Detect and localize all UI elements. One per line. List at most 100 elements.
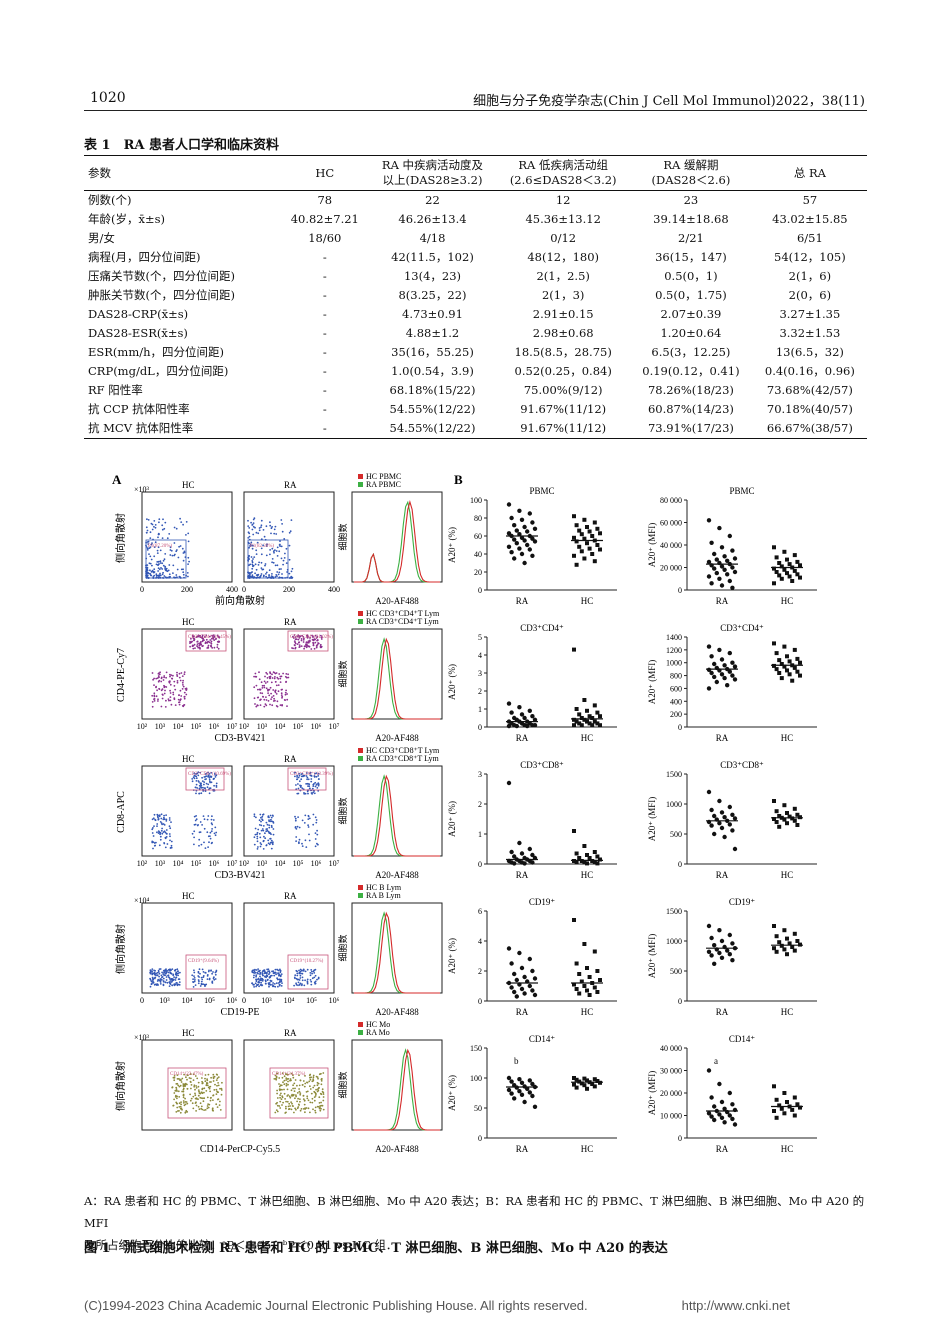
flow-event-dot	[294, 819, 297, 822]
table-cell: 42(11.5，102)	[391, 250, 474, 264]
scatter-point-ra	[527, 1090, 532, 1095]
table-row: DAS28-ESR(x̄±s) -4.88±1.2 2.98±0.68 1.20±0.…	[84, 324, 867, 343]
flow-event-dot	[201, 780, 204, 782]
flow-event-dot	[163, 824, 166, 826]
flow-event-dot	[268, 694, 271, 697]
flow-event-dot	[247, 537, 250, 539]
scatter-point-ra	[717, 647, 722, 653]
flow-event-dot	[313, 976, 316, 979]
flow-event-dot	[191, 778, 194, 780]
legend-swatch-hc	[358, 885, 363, 890]
flow-event-dot	[279, 971, 282, 974]
scatter-point-hc	[574, 719, 579, 724]
flow-event-dot	[307, 826, 310, 828]
flow-event-dot	[174, 979, 177, 981]
flow-event-dot	[197, 975, 200, 977]
flow-event-dot	[288, 1102, 291, 1105]
cnki-link[interactable]: http://www.cnki.net	[681, 1298, 790, 1313]
flow-event-dot	[271, 696, 273, 699]
flow-event-dot	[169, 827, 172, 830]
scatter-point-hc	[777, 940, 782, 945]
flow-event-dot	[294, 642, 297, 645]
flow-event-dot	[294, 1107, 296, 1110]
flow-event-dot	[209, 831, 212, 834]
flow-event-dot	[199, 786, 202, 788]
flow-event-dot	[157, 567, 160, 570]
flow-event-dot	[262, 544, 264, 547]
table-cell: -	[322, 345, 327, 359]
flow-event-dot	[306, 776, 309, 779]
flow-event-dot	[208, 1087, 211, 1090]
scatter-point-hc	[774, 1097, 779, 1102]
flow-event-dot	[170, 703, 173, 706]
flow-event-dot	[251, 547, 254, 550]
flow-xaxis-label: CD3-BV421	[214, 733, 265, 744]
flow-event-dot	[295, 1095, 297, 1098]
flow-event-dot	[298, 774, 301, 777]
flow-event-dot	[315, 1088, 317, 1091]
flow-xtick: 0	[242, 996, 246, 1005]
flow-event-dot	[276, 1101, 278, 1104]
histogram-frame	[351, 491, 443, 583]
flow-event-dot	[267, 700, 270, 702]
flow-xtick: 10⁵	[293, 859, 304, 868]
flow-event-dot	[205, 782, 208, 785]
flow-event-dot	[201, 978, 204, 981]
scatter-point-ra	[509, 710, 514, 715]
flow-event-dot	[260, 547, 263, 550]
flow-event-dot	[256, 972, 259, 974]
flow-event-dot	[255, 816, 257, 819]
flow-event-dot	[312, 783, 315, 786]
flow-event-dot	[193, 637, 195, 640]
flow-event-dot	[180, 1081, 183, 1083]
flow-event-dot	[264, 564, 266, 567]
flow-event-dot	[261, 692, 264, 695]
flow-event-dot	[198, 642, 200, 645]
flow-event-dot	[158, 533, 160, 536]
flow-event-dot	[314, 816, 317, 819]
flow-event-dot	[263, 535, 266, 538]
flow-event-dot	[300, 639, 303, 642]
scatter-point-hc	[772, 545, 776, 550]
flow-event-dot	[215, 1093, 218, 1095]
scatter-point-hc	[587, 529, 592, 534]
scatter-point-hc	[585, 525, 589, 529]
scatter-point-hc	[582, 1083, 587, 1088]
flow-event-dot	[266, 681, 269, 683]
flow-event-dot	[169, 980, 172, 982]
flow-event-dot	[259, 845, 262, 848]
flow-event-dot	[296, 825, 299, 828]
flow-event-dot	[311, 970, 313, 973]
scatter-point-ra	[717, 1112, 722, 1117]
flow-event-dot	[173, 1092, 176, 1094]
flow-event-dot	[252, 576, 254, 578]
scatter-point-hc	[587, 714, 592, 719]
flow-event-dot	[308, 785, 311, 788]
flow-event-dot	[205, 1090, 208, 1092]
flow-gate	[247, 539, 289, 579]
flow-event-dot	[155, 573, 158, 576]
table-cell: -	[322, 326, 327, 340]
figure-note: A：RA 患者和 HC 的 PBMC、T 淋巴细胞、B 淋巴细胞、Mo 中 A2…	[84, 1190, 867, 1256]
flow-event-dot	[283, 1088, 285, 1091]
table-cell: -	[322, 402, 327, 416]
scatter-point-ra	[727, 1113, 732, 1118]
flow-event-dot	[163, 575, 166, 577]
scatter-point-ra	[725, 558, 730, 563]
flow-event-dot	[295, 977, 298, 980]
flow-event-dot	[170, 844, 173, 847]
scatter-point-ra	[727, 578, 732, 584]
scatter-point-hc	[582, 860, 587, 865]
flow-event-dot	[165, 820, 168, 822]
table-cell: 78	[317, 193, 333, 207]
scatter-point-hc	[792, 948, 797, 953]
flow-event-dot	[257, 828, 260, 831]
flow-event-dot	[248, 532, 251, 535]
flow-event-dot	[160, 974, 163, 977]
flow-event-dot	[289, 1078, 292, 1080]
flow-event-dot	[206, 1096, 209, 1099]
table-cell: 0.5(0，1.75)	[655, 288, 727, 302]
flow-event-dot	[181, 688, 184, 690]
scatter-point-ra	[730, 673, 735, 678]
flow-event-dot	[285, 1100, 287, 1103]
